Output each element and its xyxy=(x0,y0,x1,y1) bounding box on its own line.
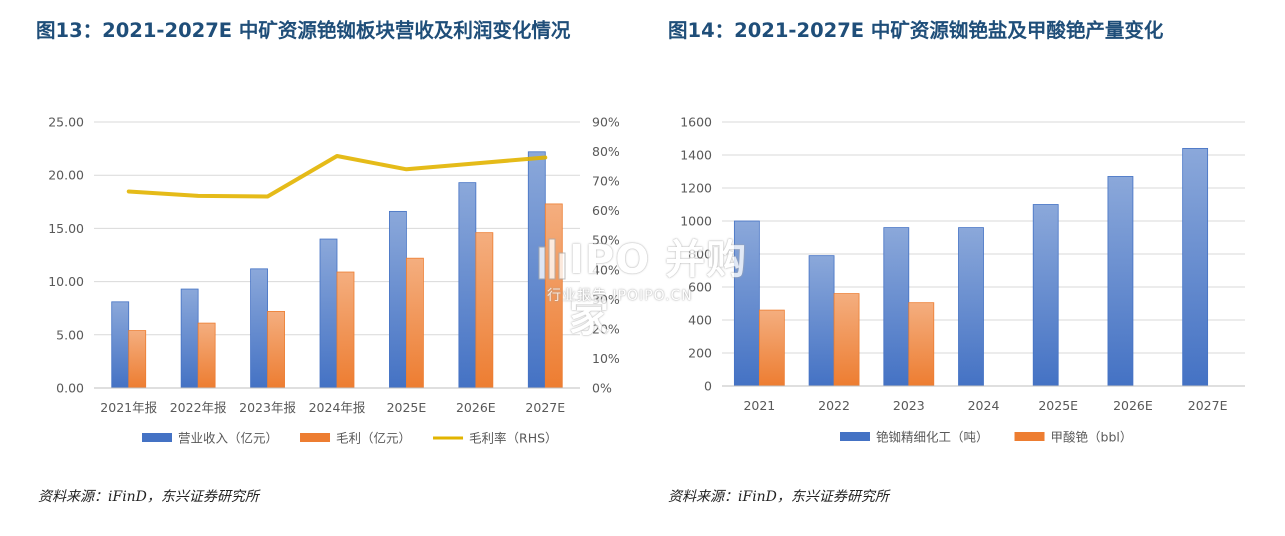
legend-label: 营业收入（亿元） xyxy=(178,431,278,446)
x-tick-label: 2021年报 xyxy=(100,400,157,415)
bar-series2 xyxy=(406,257,424,389)
right-source-note: 资料来源：iFinD，东兴证券研究所 xyxy=(668,489,889,505)
bar-series2 xyxy=(908,302,935,387)
left-figure-panel: 图13：2021-2027E 中矿资源铯铷板块营收及利润变化情况 0.00 5.0… xyxy=(0,0,640,536)
y-tick-label: 1000 xyxy=(680,214,712,229)
legend-swatch-bar xyxy=(1014,432,1045,441)
x-tick-label: 2026E xyxy=(456,400,496,415)
x-tick-label: 2027E xyxy=(525,400,565,415)
bar-series2 xyxy=(833,293,860,387)
bar-series2 xyxy=(128,330,147,389)
bar-series1 xyxy=(1032,204,1059,387)
bar-series1 xyxy=(527,151,546,389)
bar-series1 xyxy=(180,288,199,389)
y2-tick-label: 70% xyxy=(592,174,620,189)
y2-tick-label: 20% xyxy=(592,321,620,336)
y2-tick-label: 0% xyxy=(592,381,612,396)
right-figure-title: 图14：2021-2027E 中矿资源铷铯盐及甲酸铯产量变化 xyxy=(668,19,1164,42)
legend-label: 甲酸铯（bbl） xyxy=(1051,430,1133,445)
y-tick-label: 25.00 xyxy=(48,115,84,130)
left-figure-title: 图13：2021-2027E 中矿资源铯铷板块营收及利润变化情况 xyxy=(36,19,571,42)
y-tick-label: 0.00 xyxy=(56,381,84,396)
revenue-profit-chart: 0.00 5.00 10.00 15.00 20.00 25.00 0% 10% 20% 30% 4… xyxy=(48,115,620,446)
legend-swatch-bar xyxy=(142,433,172,442)
y-tick-label: 200 xyxy=(688,346,712,361)
y-tick-label: 800 xyxy=(688,247,712,262)
bar-series1 xyxy=(1107,176,1134,387)
bar-series1 xyxy=(458,182,477,389)
bar-series1 xyxy=(389,210,407,389)
y2-tick-label: 90% xyxy=(592,115,620,130)
y-tick-label: 1200 xyxy=(680,181,712,196)
bar-series1 xyxy=(883,227,910,387)
y2-tick-label: 10% xyxy=(592,351,620,366)
bar-series2 xyxy=(197,322,216,389)
production-volume-chart: 0 200 400 600 800 1000 1200 1400 1600 2021 2022 202… xyxy=(680,115,1245,445)
bar-series2 xyxy=(267,310,285,389)
y2-tick-label: 60% xyxy=(592,203,620,218)
x-tick-label: 2023年报 xyxy=(239,400,296,415)
y2-tick-label: 80% xyxy=(592,144,620,159)
bar-series2 xyxy=(544,203,563,389)
bar-series1 xyxy=(808,255,835,387)
y-tick-label: 600 xyxy=(688,280,712,295)
y-tick-label: 400 xyxy=(688,313,712,328)
x-tick-label: 2023 xyxy=(893,398,925,413)
y-tick-label: 5.00 xyxy=(56,327,84,342)
y-tick-label: 1400 xyxy=(680,148,712,163)
legend-label: 毛利率（RHS） xyxy=(469,431,558,446)
x-tick-label: 2027E xyxy=(1188,398,1228,413)
legend-label: 毛利（亿元） xyxy=(336,431,411,446)
x-tick-label: 2021 xyxy=(743,398,775,413)
bar-series1 xyxy=(1182,147,1209,387)
x-tick-label: 2026E xyxy=(1113,398,1153,413)
right-figure-panel: 图14：2021-2027E 中矿资源铷铯盐及甲酸铯产量变化 0 200 400 60… xyxy=(640,0,1285,536)
legend-label: 铯铷精细化工（吨） xyxy=(876,430,989,445)
legend-swatch-bar xyxy=(300,433,331,442)
x-tick-label: 2022 xyxy=(818,398,850,413)
x-tick-label: 2025E xyxy=(1038,398,1078,413)
x-tick-label: 2025E xyxy=(387,400,427,415)
bar-series1 xyxy=(111,301,130,389)
x-tick-label: 2022年报 xyxy=(170,400,227,415)
legend-swatch-bar xyxy=(840,432,870,441)
y-tick-label: 1600 xyxy=(680,115,712,130)
y-tick-label: 15.00 xyxy=(48,221,84,236)
y-tick-label: 20.00 xyxy=(48,168,84,183)
y2-tick-label: 40% xyxy=(592,262,620,277)
bar-series1 xyxy=(733,220,760,387)
bar-series1 xyxy=(319,238,338,389)
x-tick-label: 2024 xyxy=(968,398,1000,413)
x-tick-label: 2024年报 xyxy=(309,400,366,415)
y-tick-label: 0 xyxy=(704,379,712,394)
bar-series2 xyxy=(336,271,355,389)
bar-series1 xyxy=(958,227,984,387)
bar-series2 xyxy=(475,232,494,389)
left-source-note: 资料来源：iFinD，东兴证券研究所 xyxy=(38,489,259,505)
bar-series1 xyxy=(250,268,268,389)
y2-tick-label: 50% xyxy=(592,233,620,248)
margin-rate-line xyxy=(126,153,548,199)
y2-tick-label: 30% xyxy=(592,292,620,307)
y-tick-label: 10.00 xyxy=(48,274,84,289)
bar-series2 xyxy=(758,309,785,387)
